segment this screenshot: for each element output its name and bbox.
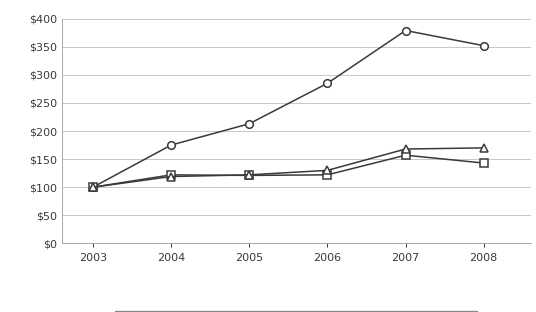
Legend: HARRIS, S&P 500 Information Technology, S&P 500: HARRIS, S&P 500 Information Technology, …	[114, 311, 478, 312]
